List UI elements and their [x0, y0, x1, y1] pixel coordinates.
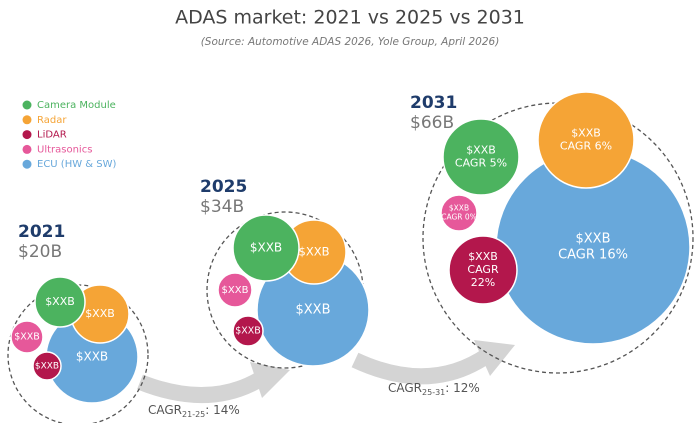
bubble-label: $XXB — [35, 362, 59, 372]
legend-dot — [22, 130, 32, 140]
segment-bubble — [232, 315, 264, 347]
market-total: $66B — [410, 113, 454, 133]
cagr-value: : 12% — [445, 381, 480, 395]
bubble-label: $XXB — [468, 250, 498, 263]
cagr-label: CAGR21-25: 14% — [148, 403, 240, 419]
bubble-label: CAGR 5% — [455, 157, 507, 170]
legend-label: LiDAR — [37, 130, 67, 141]
segment-bubble — [217, 272, 253, 308]
cagr-text: CAGR — [148, 403, 182, 417]
cagr-value: : 14% — [205, 403, 240, 417]
bubble-label: $XXB — [250, 241, 282, 255]
segment-bubble — [232, 214, 300, 282]
bubble-label: CAGR 0% — [441, 213, 477, 222]
bubble-label: CAGR 16% — [558, 247, 628, 262]
bubble-label: $XXB — [575, 232, 610, 247]
arrow-shaft — [351, 348, 493, 385]
bubble-label: CAGR — [467, 263, 499, 276]
arrow-head — [250, 362, 290, 398]
cagr-period: 21-25 — [182, 410, 205, 419]
year-label: 2031 — [410, 93, 457, 113]
bubble-label: $XXB — [14, 332, 40, 343]
title: ADAS market: 2021 vs 2025 vs 2031 — [175, 7, 525, 29]
bubble-label: $XXB — [299, 245, 330, 259]
legend-label: Ultrasonics — [37, 144, 92, 155]
bubble-label: 22% — [471, 276, 495, 289]
legend-dot — [22, 144, 32, 154]
subtitle: (Source: Automotive ADAS 2026, Yole Grou… — [201, 36, 500, 48]
cagr-period: 25-31 — [422, 388, 445, 397]
legend-label: Camera Module — [37, 100, 116, 111]
bubble-label: $XXB — [466, 143, 496, 156]
legend-dot — [22, 159, 32, 169]
segment-bubble — [448, 235, 518, 305]
cagr-text: CAGR — [388, 381, 422, 395]
segment-bubble — [442, 118, 520, 196]
market-total: $20B — [18, 242, 62, 262]
arrow-shaft — [137, 371, 267, 403]
bubble-label: CAGR 6% — [560, 140, 612, 153]
arrow-head — [474, 340, 515, 376]
legend-dot — [22, 115, 32, 125]
year-label: 2021 — [18, 222, 65, 242]
bubble-label: $XXB — [449, 204, 469, 213]
bubble-label: $XXB — [295, 303, 330, 318]
market-total: $34B — [200, 197, 244, 217]
segment-bubble — [440, 194, 478, 232]
segment-bubble — [537, 91, 635, 189]
bubble-label: $XXB — [45, 295, 75, 308]
bubble-label: $XXB — [222, 285, 249, 296]
legend-label: Radar — [37, 115, 67, 126]
cagr-label: CAGR25-31: 12% — [388, 381, 480, 397]
segment-bubble — [34, 276, 86, 328]
bubble-label: $XXB — [85, 307, 115, 320]
bubble-label: $XXB — [76, 350, 108, 364]
bubble-label: $XXB — [571, 126, 601, 139]
group-container — [422, 102, 694, 374]
year-label: 2025 — [200, 177, 247, 197]
legend-dot — [22, 100, 32, 110]
legend-label: ECU (HW & SW) — [37, 159, 116, 170]
segment-bubble — [10, 320, 44, 354]
bubble-label: $XXB — [235, 326, 261, 337]
segment-bubble — [32, 351, 62, 381]
